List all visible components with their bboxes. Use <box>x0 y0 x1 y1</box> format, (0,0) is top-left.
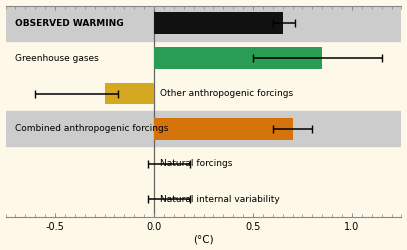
Bar <box>154 12 283 34</box>
Bar <box>105 83 154 104</box>
Bar <box>154 48 322 69</box>
Bar <box>154 118 293 140</box>
Text: Combined anthropogenic forcings: Combined anthropogenic forcings <box>15 124 169 133</box>
Text: Natural forcings: Natural forcings <box>160 160 232 168</box>
Text: OBSERVED WARMING: OBSERVED WARMING <box>15 19 124 28</box>
Bar <box>6 111 401 146</box>
Bar <box>6 6 401 41</box>
Text: Greenhouse gases: Greenhouse gases <box>15 54 99 63</box>
Text: Natural internal variability: Natural internal variability <box>160 195 280 204</box>
Text: Other anthropogenic forcings: Other anthropogenic forcings <box>160 89 293 98</box>
X-axis label: (°C): (°C) <box>193 234 214 244</box>
